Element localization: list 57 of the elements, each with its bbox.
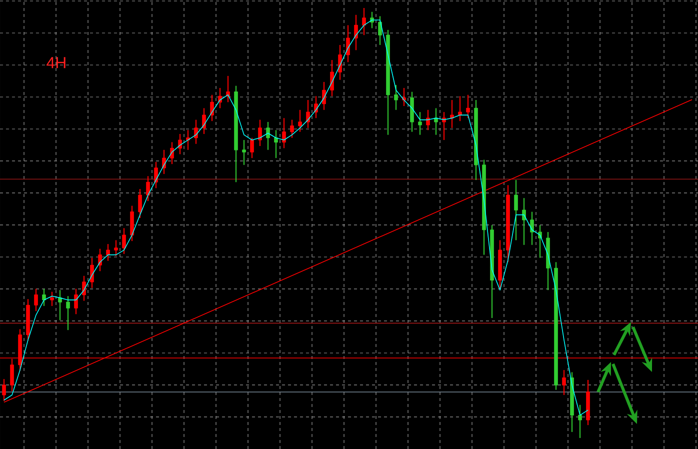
candlestick [298,109,302,132]
candlestick [42,288,46,306]
candlestick [322,81,326,110]
candlestick [522,198,526,246]
candlestick [538,224,542,258]
candlestick [266,121,270,150]
candlestick [98,248,102,272]
candlestick [530,211,534,246]
candlestick [34,288,38,312]
candlestick [442,112,446,140]
candlestick [354,14,358,51]
candlestick [450,100,454,128]
candlestick [170,142,174,165]
candlestick [338,44,342,80]
candlestick [50,291,54,306]
candlestick [418,112,422,136]
candlestick [106,244,110,262]
candlestick [186,130,190,150]
candlestick [426,109,430,131]
candlestick [290,119,294,138]
annotation: 4H [46,57,66,68]
candlestick [466,94,470,119]
candlestick [250,137,254,159]
candlestick [154,161,158,189]
candlestick [306,100,310,128]
candlestick [330,60,334,97]
candlestick [90,257,94,288]
candlestick [562,370,566,396]
candlestick [114,240,118,257]
candlestick [346,24,350,63]
candlestick [66,296,70,331]
candlestick [178,133,182,155]
candlestick [130,205,134,242]
candlestick [362,7,366,36]
candlestick [578,404,582,438]
candlestick [226,75,230,103]
candlestick [394,84,398,110]
candlestick [2,378,6,402]
candlestick [58,290,62,321]
candlestick [258,119,262,147]
candlestick [378,16,382,46]
candlestick [458,96,462,122]
candlestick [274,130,278,159]
candlestick [514,179,518,241]
candlestick [402,87,406,107]
candlestick [138,188,142,218]
candlestick [314,96,318,119]
candlestick [146,176,150,202]
candlestick [122,228,126,254]
candlestick [242,140,246,166]
candlestick [194,119,198,144]
candlestick [74,288,78,315]
candlestick [82,275,86,302]
candlestick [282,118,286,149]
candlestick [434,108,438,136]
candlestick [202,108,206,134]
candlestick [210,94,214,122]
